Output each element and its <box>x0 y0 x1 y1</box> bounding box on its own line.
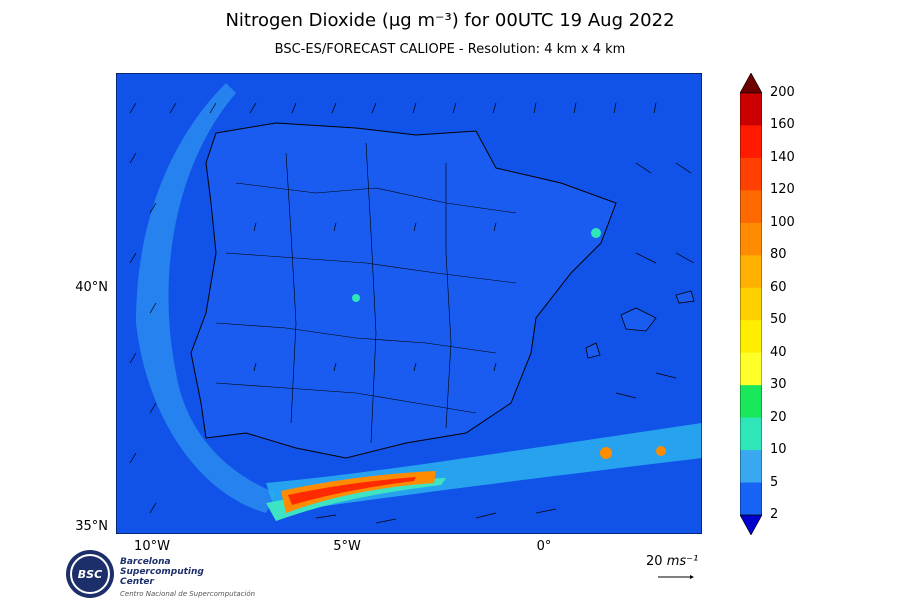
wind-reference-arrow <box>658 575 694 579</box>
logo-acronym: BSC <box>78 568 102 581</box>
colorbar-tick-label: 10 <box>770 442 787 458</box>
lat-label-40n: 40°N <box>75 280 108 295</box>
algeria-hotspot-2 <box>656 446 666 456</box>
logo-subline: Centro Nacional de Supercomputación <box>120 590 256 598</box>
colorbar-under-triangle <box>740 514 762 535</box>
strait-hotspot <box>288 477 416 505</box>
lon-label-0: 0° <box>536 539 552 554</box>
colorbar-segment <box>740 352 762 386</box>
colorbar-tick-label: 30 <box>770 377 787 393</box>
map-subtitle: BSC-ES/FORECAST CALIOPE - Resolution: 4 … <box>274 42 626 57</box>
colorbar-segment <box>740 222 762 256</box>
colorbar-tick-label: 100 <box>770 214 795 230</box>
logo-text: Barcelona Supercomputing Center <box>120 557 204 587</box>
map-title: Nitrogen Dioxide (μg m⁻³) for 00UTC 19 A… <box>225 10 675 31</box>
colorbar-segment <box>740 482 762 516</box>
colorbar-tick-label: 2 <box>770 507 779 522</box>
logo-line1: Barcelona <box>120 557 171 567</box>
colorbar <box>740 73 762 535</box>
colorbar-segment <box>740 320 762 354</box>
colorbar-tick-label: 120 <box>770 182 795 198</box>
wind-vectors <box>129 102 695 524</box>
colorbar-tick-label: 60 <box>770 279 787 295</box>
logo-line2: Supercomputing <box>120 567 204 577</box>
colorbar-segment <box>740 287 762 321</box>
colorbar-frame <box>740 92 762 516</box>
ibiza <box>585 342 601 359</box>
lat-label-35n: 35°N <box>75 519 108 534</box>
alboran-plume <box>266 478 446 521</box>
colorbar-tick-label: 160 <box>770 117 795 133</box>
atlantic-plume <box>136 83 276 513</box>
wind-reference-label: 20 ms⁻¹ <box>646 554 698 569</box>
colorbar-segment <box>740 157 762 191</box>
colorbar-tick-label: 200 <box>770 85 795 100</box>
madrid-hotspot <box>352 294 360 302</box>
wind-reference-value: 20 <box>646 554 663 569</box>
colorbar-tick-label: 140 <box>770 149 795 165</box>
iberian-peninsula <box>190 122 617 459</box>
colorbar-segment <box>740 450 762 484</box>
barcelona-hotspot <box>591 228 601 238</box>
lon-label-5w: 5°W <box>333 539 361 554</box>
lon-label-10w: 10°W <box>134 539 170 554</box>
colorbar-segment <box>740 255 762 289</box>
colorbar-segment <box>740 93 762 126</box>
regional-borders <box>215 142 517 444</box>
colorbar-tick-label: 40 <box>770 344 787 360</box>
colorbar-segment <box>740 385 762 419</box>
colorbar-over-triangle <box>740 73 762 94</box>
colorbar-tick-label: 50 <box>770 312 787 328</box>
no2-concentration-map <box>116 73 702 534</box>
colorbar-segment <box>740 190 762 224</box>
wind-reference-unit: ms⁻¹ <box>666 554 699 569</box>
mallorca <box>620 307 657 332</box>
algeria-hotspot-1 <box>600 447 612 459</box>
colorbar-segment <box>740 417 762 451</box>
colorbar-segment <box>740 125 762 159</box>
bsc-logo: BSC <box>66 550 114 598</box>
colorbar-tick-label: 20 <box>770 409 787 425</box>
colorbar-tick-label: 5 <box>770 474 779 490</box>
logo-line3: Center <box>120 577 154 587</box>
colorbar-tick-label: 80 <box>770 247 787 263</box>
menorca <box>675 290 695 304</box>
